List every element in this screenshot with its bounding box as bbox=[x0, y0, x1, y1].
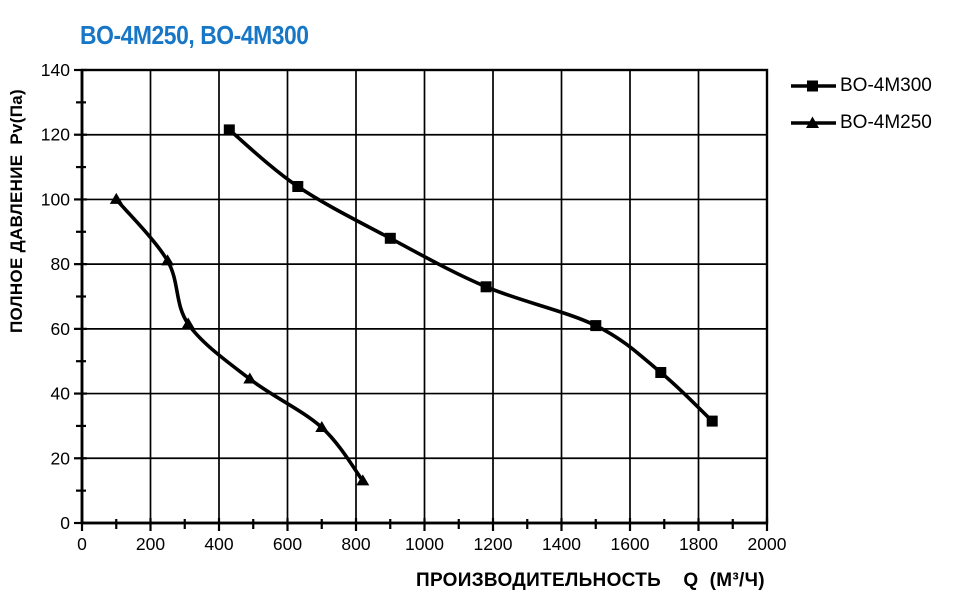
y-tick-label: 20 bbox=[51, 448, 71, 468]
square-marker-icon bbox=[791, 80, 836, 92]
y-tick-label: 120 bbox=[41, 125, 70, 145]
triangle-marker-icon bbox=[791, 116, 836, 128]
y-tick-label: 80 bbox=[51, 254, 71, 274]
x-tick-label: 2000 bbox=[748, 534, 787, 554]
x-tick-label: 0 bbox=[77, 534, 87, 554]
series-line-bo-4m300 bbox=[227, 128, 714, 423]
y-tick-label: 140 bbox=[41, 60, 70, 80]
data-point-triangle bbox=[315, 421, 329, 432]
data-point-triangle bbox=[109, 192, 123, 204]
legend-label: BO-4M300 bbox=[840, 75, 932, 96]
x-tick-label: 1200 bbox=[474, 534, 513, 554]
x-tick-label: 1600 bbox=[611, 534, 650, 554]
legend: BO-4M300 BO-4M250 bbox=[790, 72, 932, 137]
data-point-square bbox=[655, 367, 667, 378]
data-point-triangle bbox=[161, 254, 175, 266]
data-point-square bbox=[292, 181, 304, 192]
x-tick-label: 1400 bbox=[542, 534, 581, 554]
x-tick-label: 400 bbox=[204, 534, 233, 554]
x-tick-label: 200 bbox=[136, 534, 165, 554]
data-point-triangle bbox=[243, 372, 257, 384]
x-tick-label: 800 bbox=[341, 534, 370, 554]
y-tick-label: 40 bbox=[51, 384, 71, 404]
y-tick-label: 60 bbox=[51, 319, 71, 339]
data-point-square bbox=[590, 320, 602, 332]
x-tick-label: 1800 bbox=[679, 534, 718, 554]
x-axis-label: ПРОИЗВОДИТЕЛЬНОСТЬ Q (М³/Ч) bbox=[416, 570, 765, 591]
legend-item-bo-4m250: BO-4M250 bbox=[790, 109, 932, 137]
legend-item-bo-4m300: BO-4M300 bbox=[790, 72, 932, 100]
x-tick-label: 1000 bbox=[405, 534, 444, 554]
data-point-triangle bbox=[356, 474, 370, 486]
legend-label: BO-4M250 bbox=[840, 112, 932, 133]
y-axis-label: ПОЛНОЕ ДАВЛЕНИЕ Pv(Па) bbox=[7, 89, 26, 333]
data-point-square bbox=[706, 415, 718, 427]
y-tick-label: 100 bbox=[41, 189, 70, 209]
y-tick-label: 0 bbox=[60, 513, 70, 533]
chart-title: BO-4M250, BO-4M300 bbox=[80, 20, 309, 50]
data-point-square bbox=[384, 232, 396, 244]
data-point-square bbox=[223, 124, 235, 136]
series-line-bo-4m250 bbox=[114, 197, 365, 483]
x-tick-label: 600 bbox=[273, 534, 302, 554]
data-point-triangle bbox=[181, 317, 195, 329]
data-point-square bbox=[480, 281, 492, 293]
